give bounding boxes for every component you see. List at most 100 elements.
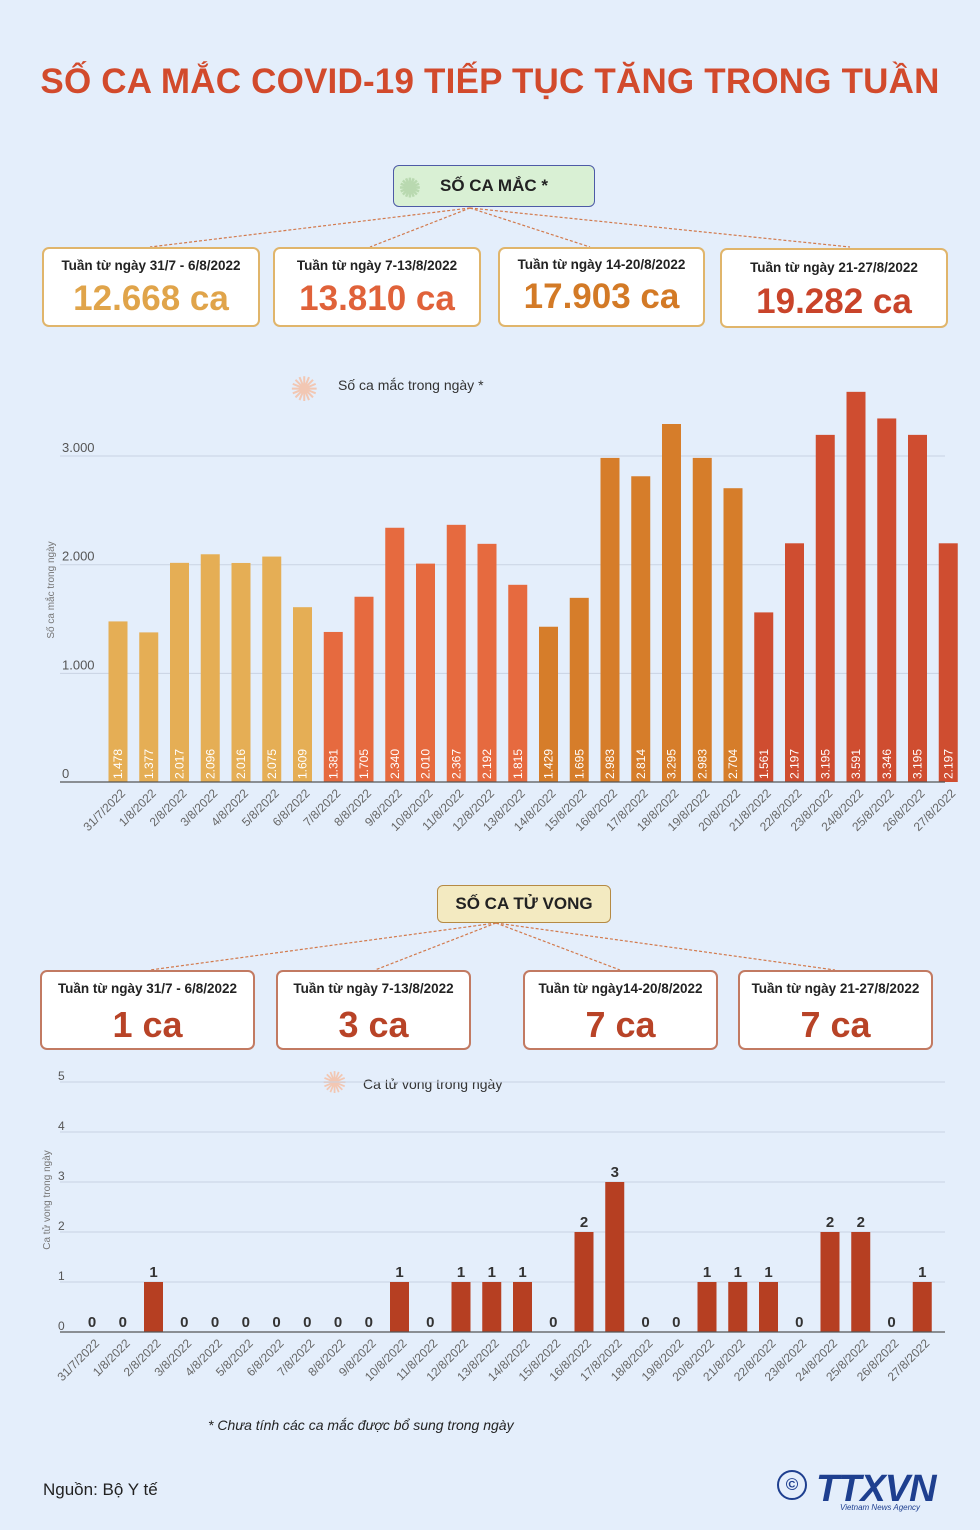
bar [662,424,681,782]
bar-value-label: 1.478 [111,749,125,779]
bar [785,543,804,782]
bar-value-label: 2.075 [265,749,279,779]
deaths-week-value: 3 ca [338,1004,409,1045]
bar-value-label: 0 [119,1314,127,1331]
bar-value-label: 0 [211,1314,219,1331]
deaths-week-label: Tuần từ ngày14-20/8/2022 [538,981,703,996]
bar [323,631,343,782]
bar-value-label: 0 [365,1314,373,1331]
bar-value-label: 2.367 [449,749,463,779]
bar [446,524,466,782]
bar [569,597,589,782]
y-tick-label: 0 [58,1319,65,1333]
bar [754,612,774,782]
bar [513,1282,532,1332]
deaths-chart-note: Ca tử vong trong ngày [363,1076,503,1092]
bar [877,418,897,782]
bar [574,1232,594,1332]
cases-connector-2 [369,207,471,248]
bar-value-label: 3.295 [665,749,679,779]
bar-value-label: 0 [549,1314,557,1331]
deaths-week-card-3: Tuần từ ngày14-20/8/2022 7 ca [523,970,718,1050]
bar [846,391,866,782]
bar [139,632,159,782]
cases-chart-note: Số ca mắc trong ngày * [338,377,484,393]
deaths-week-label: Tuần từ ngày 21-27/8/2022 [751,981,920,996]
deaths-week-value: 7 ca [585,1004,656,1045]
bar-value-label: 1.705 [357,749,371,779]
bar [293,607,312,782]
bar-value-label: 2 [826,1214,834,1231]
bar-value-label: 0 [88,1314,96,1331]
y-tick-label: 2.000 [62,549,95,564]
bar [200,554,220,782]
cases-week-value: 19.282 ca [756,282,912,321]
deaths-week-label: Tuần từ ngày 31/7 - 6/8/2022 [57,981,238,996]
y-tick-label: 1.000 [62,657,95,672]
virus-icon: ✺ [399,173,421,203]
cases-week-card-2: Tuần từ ngày 7-13/8/2022 13.810 ca [273,247,481,327]
bar [416,563,435,782]
bar-value-label: 2.010 [419,749,433,779]
bar-value-label: 1 [518,1264,526,1281]
deaths-connector-2 [374,922,497,971]
bar-value-label: 2.814 [634,749,648,779]
bar-value-label: 1 [457,1264,465,1281]
source-credit: Nguồn: Bộ Y tế [43,1480,158,1499]
bar-value-label: 1.429 [542,749,556,779]
cases-week-card-3: Tuần từ ngày 14-20/8/2022 17.903 ca [498,247,705,327]
cases-week-label: Tuần từ ngày 7-13/8/2022 [296,258,458,273]
bar-value-label: 2.704 [726,749,740,779]
cases-week-label: Tuần từ ngày 21-27/8/2022 [750,260,918,275]
bar-value-label: 2.192 [480,749,494,779]
bar [759,1282,778,1332]
deaths-connector-3 [495,922,621,971]
bar [477,543,497,782]
ttxvn-logo-subtitle: Vietnam News Agency [840,1503,921,1512]
bar [912,1282,932,1332]
cases-heading-text: SỐ CA MẮC * [440,176,548,195]
bar [170,562,189,782]
bar-value-label: 2.197 [788,749,802,779]
bar-value-label: 0 [887,1314,895,1331]
cases-heading: ✺ SỐ CA MẮC * [393,165,595,207]
cases-week-label: Tuần từ ngày 31/7 - 6/8/2022 [61,258,241,273]
bar-value-label: 1.695 [572,749,586,779]
bar [723,488,743,782]
bar-value-label: 0 [272,1314,280,1331]
bar [908,434,927,782]
bar [539,626,558,782]
ttxvn-logo: TTXVN [816,1468,937,1510]
deaths-week-card-2: Tuần từ ngày 7-13/8/2022 3 ca [276,970,471,1050]
x-tick-label: 31/7/2022 [54,1336,102,1384]
bar [482,1282,502,1332]
cases-week-card-1: Tuần từ ngày 31/7 - 6/8/2022 12.668 ca [42,247,260,327]
deaths-connector-4 [495,922,836,971]
bar-value-label: 0 [180,1314,188,1331]
page-title: SỐ CA MẮC COVID-19 TIẾP TỤC TĂNG TRONG T… [40,62,940,101]
bar-value-label: 0 [334,1314,342,1331]
bar-value-label: 3.195 [818,749,832,779]
bar [692,457,712,782]
bar-value-label: 1 [149,1264,157,1281]
bar-value-label: 0 [641,1314,649,1331]
bar-value-label: 0 [303,1314,311,1331]
bar [262,556,282,782]
bar-value-label: 2.096 [203,749,217,779]
bar-value-label: 1 [918,1264,926,1281]
bar-value-label: 1 [488,1264,496,1281]
copyright-icon: © [777,1470,807,1500]
bar-value-label: 1.381 [326,749,340,779]
bar [697,1282,717,1332]
y-tick-label: 3 [58,1169,65,1183]
bar-value-label: 2.016 [234,749,248,779]
bar [728,1282,748,1332]
bar-value-label: 3.591 [849,749,863,779]
bar-value-label: 2.197 [941,749,955,779]
bar-value-label: 2.983 [603,749,617,779]
bar [231,562,251,782]
bar [144,1282,163,1332]
deaths-heading: SỐ CA TỬ VONG [437,885,611,923]
deaths-week-value: 1 ca [112,1004,183,1045]
bar [631,476,651,782]
